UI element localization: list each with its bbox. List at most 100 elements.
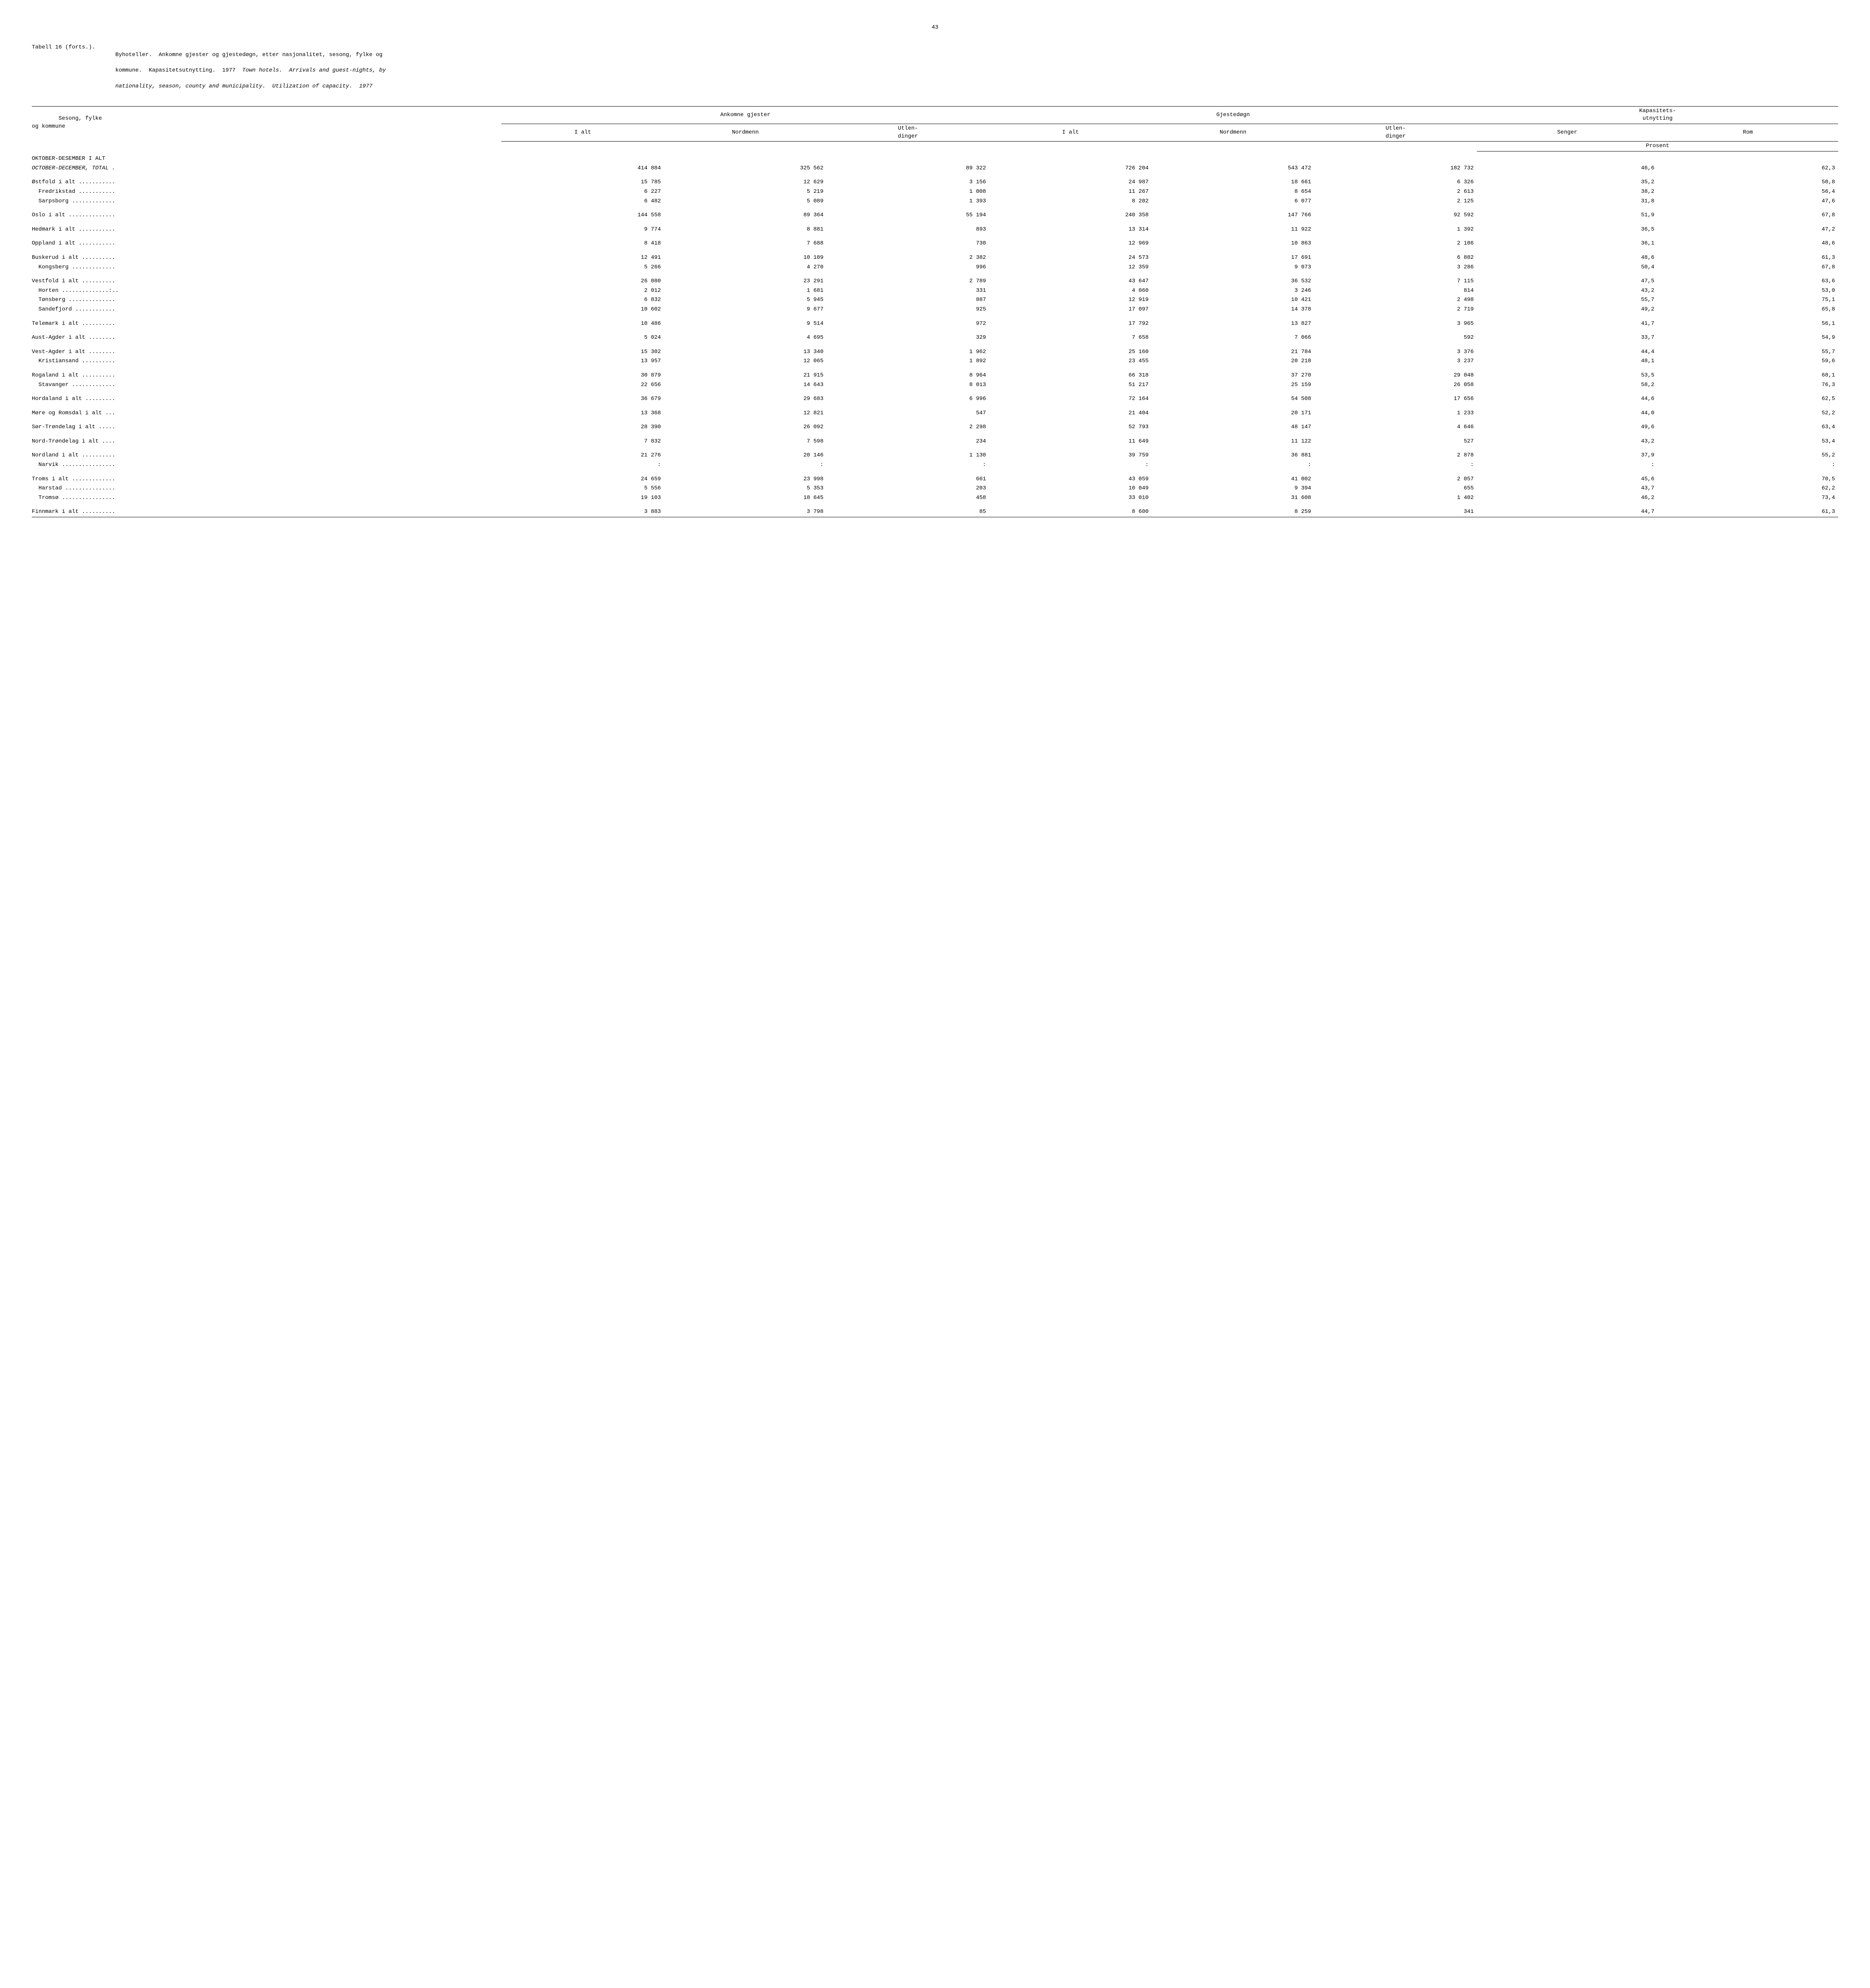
cell-value: 8 013: [826, 381, 989, 390]
cell-value: 36 532: [1152, 272, 1314, 286]
header-c4: I alt: [989, 124, 1152, 141]
cell-value: 68,1: [1658, 366, 1838, 381]
cell-value: 14 643: [664, 381, 826, 390]
cell-value: 972: [826, 315, 989, 329]
table-row: Telemark i alt ..........10 4869 5149721…: [32, 315, 1838, 329]
cell-value: 7 832: [501, 432, 664, 447]
cell-value: 25 160: [989, 343, 1152, 357]
row-label: OCTOBER-DECEMBER, TOTAL .: [32, 164, 501, 173]
cell-value: 37 270: [1152, 366, 1314, 381]
cell-value: 13 314: [989, 220, 1152, 235]
cell-value: 592: [1314, 328, 1477, 343]
cell-value: 24 987: [989, 173, 1152, 187]
header-group-arrivals: Ankomne gjester: [501, 107, 989, 124]
table-row: Oppland i alt ...........8 4187 68873012…: [32, 234, 1838, 248]
cell-value: 726 204: [989, 164, 1152, 173]
cell-value: 22 656: [501, 381, 664, 390]
cell-value: 10 863: [1152, 234, 1314, 248]
cell-value: 12 919: [989, 295, 1152, 305]
cell-value: 9 394: [1152, 484, 1314, 493]
table-row: Østfold i alt ...........15 78512 6293 1…: [32, 173, 1838, 187]
table-row: Møre og Romsdal i alt ...13 36812 821547…: [32, 404, 1838, 418]
cell-value: 6 326: [1314, 173, 1477, 187]
header-c2: Nordmenn: [664, 124, 826, 141]
cell-value: 18 645: [664, 493, 826, 503]
header-c6: Utlen- dinger: [1314, 124, 1477, 141]
cell-value: 2 298: [826, 418, 989, 432]
cell-value: 4 646: [1314, 418, 1477, 432]
cell-value: 7 688: [664, 234, 826, 248]
cell-value: 47,5: [1477, 272, 1657, 286]
cell-value: 53,4: [1658, 432, 1838, 447]
cell-value: 62,3: [1658, 164, 1838, 173]
cell-value: 3 376: [1314, 343, 1477, 357]
cell-value: 925: [826, 305, 989, 315]
cell-value: 655: [1314, 484, 1477, 493]
cell-value: 72 164: [989, 390, 1152, 404]
cell-value: 55 194: [826, 206, 989, 220]
row-label: Fredrikstad ...........: [32, 187, 501, 197]
table-row: Finnmark i alt ..........3 8833 798858 6…: [32, 503, 1838, 517]
cell-value: [1314, 151, 1477, 164]
cell-value: 26 058: [1314, 381, 1477, 390]
cell-value: 15 302: [501, 343, 664, 357]
row-label: Telemark i alt ..........: [32, 315, 501, 329]
cell-value: 17 792: [989, 315, 1152, 329]
cell-value: 43,2: [1477, 432, 1657, 447]
row-label: Buskerud i alt ..........: [32, 248, 501, 263]
cell-value: 24 659: [501, 470, 664, 484]
row-label: Kongsberg .............: [32, 263, 501, 272]
cell-value: 1 681: [664, 286, 826, 296]
cell-value: 89 364: [664, 206, 826, 220]
cell-value: 10 109: [664, 248, 826, 263]
cell-value: 47,2: [1658, 220, 1838, 235]
cell-value: 43 059: [989, 470, 1152, 484]
cell-value: [1477, 151, 1657, 164]
cell-value: 996: [826, 263, 989, 272]
header-c5: Nordmenn: [1152, 124, 1314, 141]
cell-value: 56,1: [1658, 315, 1838, 329]
cell-value: 23 291: [664, 272, 826, 286]
row-label: Troms i alt .............: [32, 470, 501, 484]
cell-value: 85: [826, 503, 989, 517]
cell-value: :: [826, 460, 989, 470]
cell-value: 5 945: [664, 295, 826, 305]
cell-value: 21 915: [664, 366, 826, 381]
table-row: Horten ..............:..2 0121 6813314 0…: [32, 286, 1838, 296]
row-label: Rogaland i alt ..........: [32, 366, 501, 381]
table-row: Troms i alt .............24 65923 998661…: [32, 470, 1838, 484]
cell-value: 29 048: [1314, 366, 1477, 381]
row-label: Harstad ...............: [32, 484, 501, 493]
cell-value: 8 654: [1152, 187, 1314, 197]
cell-value: 41,7: [1477, 315, 1657, 329]
cell-value: 21 404: [989, 404, 1152, 418]
cell-value: 12 359: [989, 263, 1152, 272]
cell-value: 11 267: [989, 187, 1152, 197]
cell-value: 8 202: [989, 197, 1152, 206]
cell-value: 54 508: [1152, 390, 1314, 404]
cell-value: 55,7: [1477, 295, 1657, 305]
cell-value: 66 318: [989, 366, 1152, 381]
cell-value: 54,9: [1658, 328, 1838, 343]
header-c1: I alt: [501, 124, 664, 141]
cell-value: 35,2: [1477, 173, 1657, 187]
cell-value: 1 402: [1314, 493, 1477, 503]
cell-value: 31 608: [1152, 493, 1314, 503]
cell-value: 7 598: [664, 432, 826, 447]
row-label: Nord-Trøndelag i alt ....: [32, 432, 501, 447]
header-group-nights: Gjestedøgn: [989, 107, 1477, 124]
cell-value: 1 130: [826, 446, 989, 460]
cell-value: 2 613: [1314, 187, 1477, 197]
cell-value: 893: [826, 220, 989, 235]
cell-value: 53,5: [1477, 366, 1657, 381]
row-label: Horten ..............:..: [32, 286, 501, 296]
cell-value: 3 798: [664, 503, 826, 517]
cell-value: 36,1: [1477, 234, 1657, 248]
table-row: Sør-Trøndelag i alt .....28 39026 0922 2…: [32, 418, 1838, 432]
header-c7: Senger: [1477, 124, 1657, 141]
table-row: Aust-Agder i alt ........5 0244 6953297 …: [32, 328, 1838, 343]
table-row: Kongsberg .............5 2664 27099612 3…: [32, 263, 1838, 272]
cell-value: 49,2: [1477, 305, 1657, 315]
row-label: Kristiansand ..........: [32, 357, 501, 366]
cell-value: 11 649: [989, 432, 1152, 447]
